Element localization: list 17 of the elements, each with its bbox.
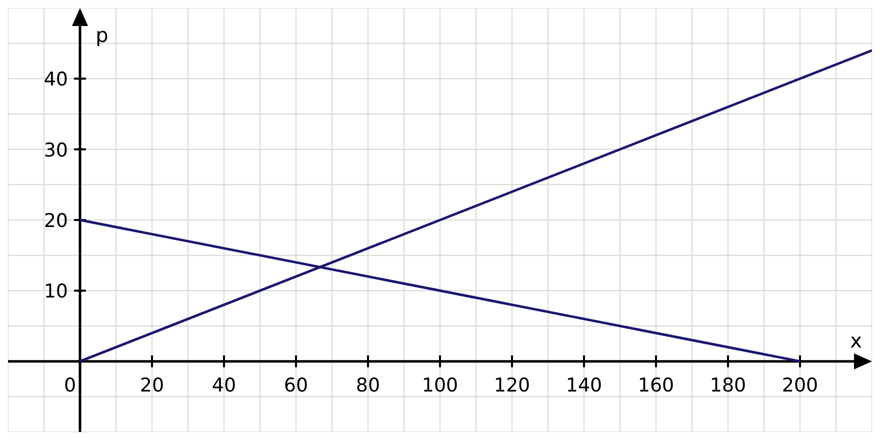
x-tick-label: 180: [710, 374, 746, 396]
x-tick-label: 200: [782, 374, 818, 396]
y-tick-label: 10: [44, 280, 68, 303]
x-tick-label: 160: [638, 374, 674, 396]
y-tick-label: 20: [44, 210, 68, 232]
x-tick-label: 80: [356, 374, 380, 396]
x-tick-label: 120: [494, 374, 530, 396]
x-tick-label: 100: [422, 374, 458, 396]
x-tick-label: 140: [566, 374, 602, 396]
x-axis-title: x: [850, 328, 862, 352]
x-tick-label: 40: [212, 374, 236, 396]
y-axis-title: p: [96, 23, 108, 47]
x-tick-label: 0: [64, 374, 76, 396]
y-tick-label: 30: [44, 139, 68, 162]
x-tick-label: 20: [140, 374, 164, 396]
x-tick-label: 60: [284, 374, 308, 396]
y-tick-label: 40: [44, 68, 68, 91]
